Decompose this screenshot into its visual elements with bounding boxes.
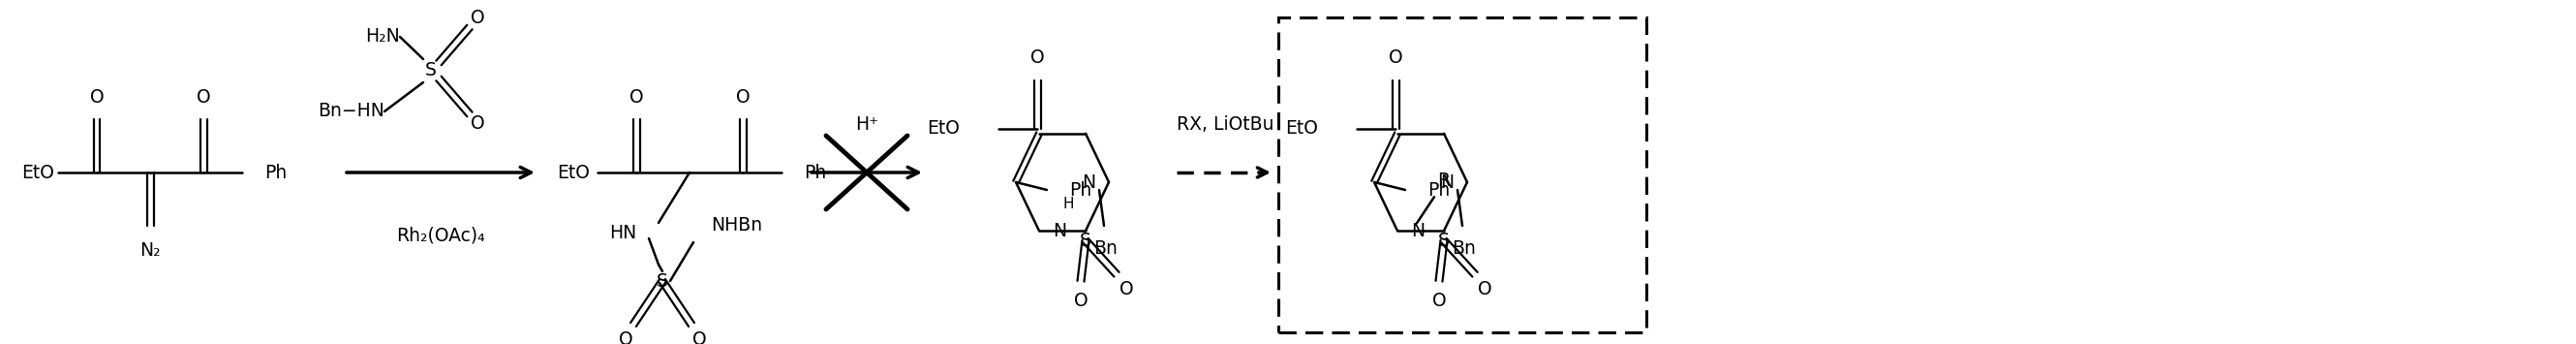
Text: EtO: EtO [21,163,54,182]
Text: O: O [1074,291,1087,310]
Text: EtO: EtO [556,163,590,182]
Text: Ph: Ph [265,163,286,182]
Text: O: O [618,330,634,344]
Text: O: O [1432,291,1445,310]
Text: O: O [471,8,484,26]
Text: R: R [1437,171,1450,190]
Text: S: S [1437,231,1450,250]
Text: O: O [196,89,211,107]
Text: O: O [90,89,103,107]
Text: RX, LiOtBu: RX, LiOtBu [1177,115,1273,133]
Bar [1278,18,1646,332]
Text: EtO: EtO [1285,119,1319,138]
Text: H: H [1064,196,1074,211]
Text: Ph: Ph [804,163,827,182]
Text: O: O [737,89,750,107]
Text: S: S [1079,231,1092,250]
Text: H⁺: H⁺ [855,115,878,133]
Text: Bn: Bn [1453,239,1476,257]
Text: O: O [1479,280,1492,298]
Text: O: O [1388,49,1401,67]
Text: NHBn: NHBn [711,216,762,234]
Text: N: N [1082,173,1095,191]
Text: Ph: Ph [1069,181,1092,199]
Text: Rh₂(OAc)₄: Rh₂(OAc)₄ [397,226,484,245]
Text: H₂N: H₂N [366,28,399,46]
Text: Ph: Ph [1427,181,1450,199]
Text: Bn: Bn [1095,239,1118,257]
Text: S: S [425,62,438,80]
Text: O: O [1118,280,1133,298]
Text: N₂: N₂ [139,241,160,259]
Text: O: O [629,89,644,107]
Text: N: N [1054,222,1066,240]
Text: O: O [693,330,706,344]
Text: EtO: EtO [927,119,961,138]
Text: O: O [1030,49,1043,67]
Text: Bn−HN: Bn−HN [317,102,384,121]
Text: O: O [471,115,484,133]
Text: N: N [1412,222,1425,240]
Text: N: N [1440,173,1453,191]
Text: S: S [657,272,667,290]
Text: HN: HN [608,223,636,242]
